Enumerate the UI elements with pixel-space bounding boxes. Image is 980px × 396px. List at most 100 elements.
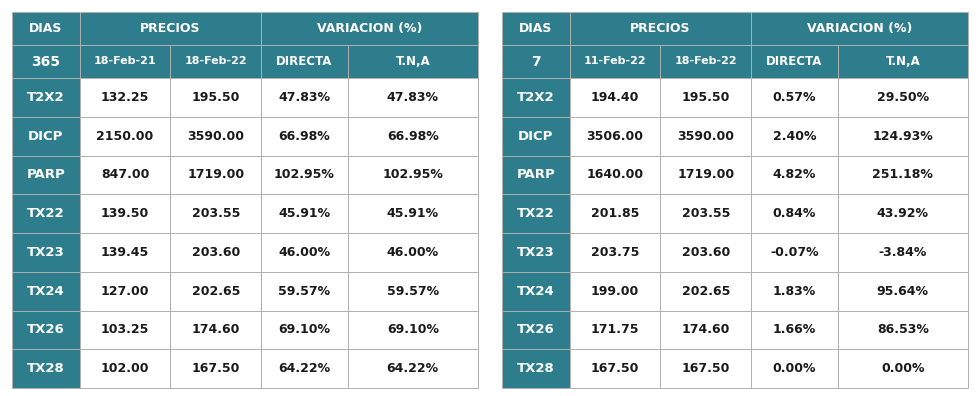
Bar: [502, 233, 569, 272]
Bar: [262, 272, 348, 310]
Text: T2X2: T2X2: [27, 91, 65, 104]
Text: T.N,A: T.N,A: [395, 55, 430, 68]
Bar: [502, 194, 569, 233]
Text: 195.50: 195.50: [192, 91, 240, 104]
Text: 203.60: 203.60: [682, 246, 730, 259]
Text: DICP: DICP: [518, 129, 554, 143]
Text: DIRECTA: DIRECTA: [276, 55, 332, 68]
Bar: [12, 12, 79, 45]
Bar: [569, 310, 661, 349]
Text: 2150.00: 2150.00: [96, 129, 154, 143]
Bar: [661, 233, 752, 272]
Text: 0.57%: 0.57%: [772, 91, 816, 104]
Text: 102.00: 102.00: [101, 362, 149, 375]
Text: DICP: DICP: [28, 129, 64, 143]
Bar: [12, 45, 79, 78]
Text: 1719.00: 1719.00: [187, 168, 244, 181]
Text: 203.55: 203.55: [682, 207, 730, 220]
Bar: [838, 272, 968, 310]
Bar: [262, 349, 348, 388]
Text: TX22: TX22: [27, 207, 65, 220]
Bar: [348, 156, 478, 194]
Bar: [348, 194, 478, 233]
Bar: [262, 117, 348, 156]
Text: 69.10%: 69.10%: [278, 324, 330, 336]
Text: VARIACION (%): VARIACION (%): [807, 22, 912, 35]
Bar: [661, 349, 752, 388]
Bar: [262, 310, 348, 349]
Bar: [838, 117, 968, 156]
Bar: [502, 45, 569, 78]
Bar: [752, 233, 838, 272]
Text: 127.00: 127.00: [101, 285, 149, 298]
Text: 0.84%: 0.84%: [772, 207, 816, 220]
Text: TX23: TX23: [26, 246, 65, 259]
Text: 29.50%: 29.50%: [877, 91, 929, 104]
Bar: [569, 349, 661, 388]
Bar: [348, 310, 478, 349]
Bar: [661, 310, 752, 349]
Text: 46.00%: 46.00%: [387, 246, 439, 259]
Bar: [838, 233, 968, 272]
Text: -3.84%: -3.84%: [879, 246, 927, 259]
Text: DIAS: DIAS: [29, 22, 63, 35]
Text: 47.83%: 47.83%: [387, 91, 439, 104]
Bar: [79, 156, 171, 194]
Bar: [171, 349, 262, 388]
Bar: [79, 117, 171, 156]
Text: 47.83%: 47.83%: [278, 91, 330, 104]
Bar: [838, 349, 968, 388]
Bar: [348, 233, 478, 272]
Bar: [502, 12, 569, 45]
Bar: [262, 194, 348, 233]
Bar: [661, 272, 752, 310]
Text: 64.22%: 64.22%: [387, 362, 439, 375]
Bar: [502, 156, 569, 194]
Bar: [79, 78, 171, 117]
Text: 59.57%: 59.57%: [387, 285, 439, 298]
Text: 3590.00: 3590.00: [187, 129, 244, 143]
Bar: [569, 233, 661, 272]
Text: TX26: TX26: [26, 324, 65, 336]
Bar: [262, 45, 348, 78]
Text: 195.50: 195.50: [682, 91, 730, 104]
Bar: [79, 310, 171, 349]
Bar: [79, 272, 171, 310]
Bar: [502, 349, 569, 388]
Text: 3590.00: 3590.00: [677, 129, 734, 143]
Bar: [79, 194, 171, 233]
Text: 139.50: 139.50: [101, 207, 149, 220]
Text: 95.64%: 95.64%: [877, 285, 929, 298]
Bar: [12, 233, 79, 272]
Bar: [569, 156, 661, 194]
Bar: [171, 117, 262, 156]
Bar: [348, 117, 478, 156]
Text: 86.53%: 86.53%: [877, 324, 929, 336]
Bar: [752, 78, 838, 117]
Text: 45.91%: 45.91%: [278, 207, 330, 220]
Text: 66.98%: 66.98%: [278, 129, 330, 143]
Text: TX24: TX24: [516, 285, 555, 298]
Text: 59.57%: 59.57%: [278, 285, 330, 298]
Bar: [171, 310, 262, 349]
Bar: [262, 233, 348, 272]
Bar: [752, 45, 838, 78]
Text: DIRECTA: DIRECTA: [766, 55, 822, 68]
Text: 64.22%: 64.22%: [278, 362, 330, 375]
Bar: [569, 12, 752, 45]
Text: 202.65: 202.65: [682, 285, 730, 298]
Bar: [79, 45, 171, 78]
Text: PRECIOS: PRECIOS: [140, 22, 201, 35]
Text: T2X2: T2X2: [517, 91, 555, 104]
Text: 18-Feb-22: 18-Feb-22: [674, 57, 737, 67]
Bar: [838, 310, 968, 349]
Bar: [752, 272, 838, 310]
Bar: [752, 156, 838, 194]
Bar: [569, 272, 661, 310]
Text: 7: 7: [531, 55, 541, 69]
Bar: [752, 310, 838, 349]
Bar: [171, 45, 262, 78]
Text: 194.40: 194.40: [591, 91, 639, 104]
Bar: [262, 78, 348, 117]
Bar: [661, 194, 752, 233]
